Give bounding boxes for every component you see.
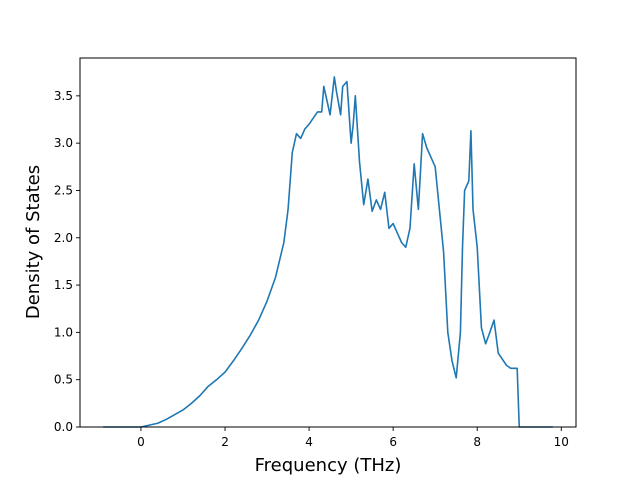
x-tick-label: 10 bbox=[554, 435, 569, 449]
series-layer bbox=[103, 76, 553, 428]
x-tick-label: 2 bbox=[221, 435, 229, 449]
x-tick-label: 8 bbox=[473, 435, 481, 449]
y-ticks: 0.0 0.5 1.0 1.5 2.0 2.5 3.0 3.5 bbox=[54, 89, 80, 434]
y-tick-label: 1.0 bbox=[54, 325, 73, 339]
y-tick-label: 2.0 bbox=[54, 231, 73, 245]
y-axis-label: Density of States bbox=[23, 165, 44, 319]
y-tick-label: 0.5 bbox=[54, 373, 73, 387]
y-tick-label: 0.0 bbox=[54, 420, 73, 434]
x-ticks: 0 2 4 6 8 10 bbox=[137, 427, 569, 449]
y-tick-label: 2.5 bbox=[54, 183, 73, 197]
y-tick-label: 3.0 bbox=[54, 136, 73, 150]
y-tick-label: 3.5 bbox=[54, 89, 73, 103]
x-tick-label: 0 bbox=[137, 435, 145, 449]
axes-frame bbox=[79, 57, 577, 428]
dos-series-line bbox=[103, 76, 553, 428]
plot-area bbox=[80, 58, 576, 427]
x-tick-label: 6 bbox=[389, 435, 397, 449]
x-tick-label: 4 bbox=[305, 435, 313, 449]
y-tick-label: 1.5 bbox=[54, 278, 73, 292]
x-axis-label: Frequency (THz) bbox=[255, 455, 402, 476]
